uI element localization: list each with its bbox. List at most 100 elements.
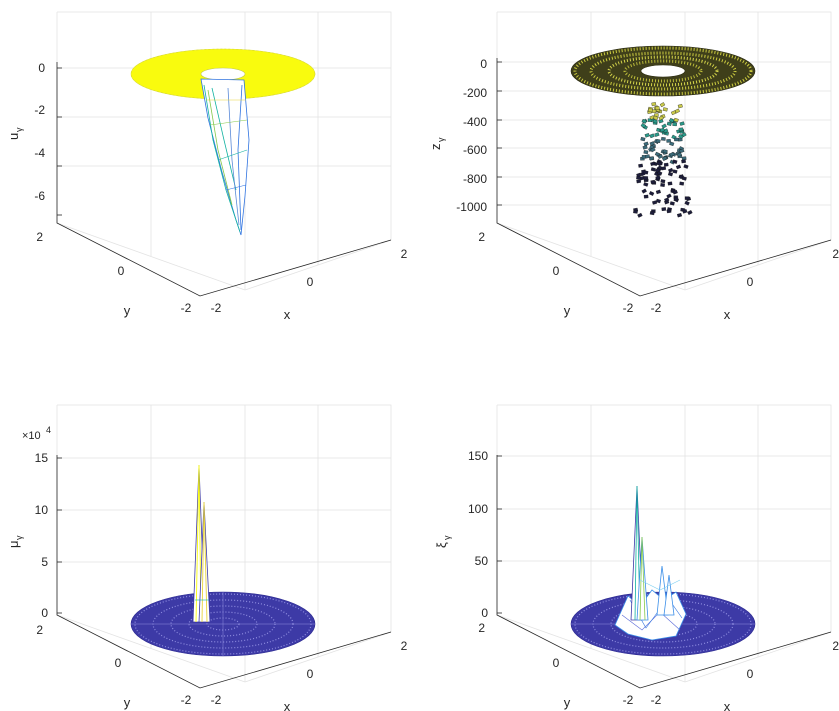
scatter-point (648, 108, 653, 113)
panel-xi-grid (496, 404, 832, 683)
panel-u-xtick-1: 0 (307, 275, 314, 289)
panel-mu-ytick-0: 2 (36, 623, 43, 637)
scatter-point (670, 110, 677, 116)
panel-mu-axis (56, 455, 392, 689)
scatter-point (660, 179, 666, 184)
panel-mu-ztick-1: 10 (35, 503, 49, 517)
scatter-point (661, 137, 666, 141)
panel-u-zlabel: u γ (6, 127, 24, 140)
scatter-point (642, 145, 648, 150)
scatter-point (657, 170, 663, 176)
panel-z-ztick-5: -1000 (456, 200, 487, 214)
scatter-point (669, 117, 675, 123)
panel-z-ytick-1: 0 (553, 264, 560, 278)
panel-u-zticks: 0 -2 -4 -6 (34, 61, 62, 216)
panel-mu-ytick-1: 0 (115, 656, 122, 670)
scatter-point (664, 197, 670, 203)
panel-u-ytick-2: -2 (181, 301, 192, 315)
scatter-point (649, 211, 655, 216)
scatter-point (649, 133, 655, 139)
panel-z-zlabel-main: z (428, 144, 443, 151)
panel-mu-ztick-3: 0 (41, 606, 48, 620)
scatter-point (649, 156, 655, 161)
scatter-point (648, 191, 655, 196)
panel-u-zlabel-sub: γ (14, 127, 24, 132)
scatter-point (676, 152, 683, 158)
scatter-point (681, 156, 687, 161)
panel-mu-multiplier-exp: 4 (46, 425, 51, 435)
scatter-point (655, 198, 661, 204)
panel-xi-spike-4 (663, 574, 675, 616)
scatter-point (654, 132, 660, 137)
scatter-point (666, 193, 672, 199)
panel-z-xtick-2: 2 (832, 247, 839, 261)
scatter-point (669, 141, 675, 147)
scatter-point (641, 118, 647, 124)
panel-xi-spikes (614, 485, 687, 641)
scatter-point (654, 106, 660, 111)
panel-z-xtick-0: -2 (651, 301, 662, 315)
scatter-point (644, 133, 650, 138)
panel-xi-zticks: 150 100 50 0 (468, 449, 502, 620)
panel-z-xticks: -2 0 2 (651, 247, 839, 315)
scatter-point (681, 159, 686, 164)
panel-xi-zlabel-main: ξ (434, 542, 449, 548)
scatter-point (675, 164, 682, 170)
panel-z-ytick-2: -2 (623, 301, 634, 315)
panel-xi-spike-2 (636, 536, 649, 621)
panel-z-ztick-2: -400 (463, 115, 487, 129)
scatter-point (656, 161, 662, 166)
scatter-point (684, 200, 690, 206)
panel-z-xtick-1: 0 (747, 275, 754, 289)
panel-xi-ztick-0: 150 (468, 449, 488, 463)
panel-xi-ytick-2: -2 (623, 693, 634, 707)
scatter-point (650, 147, 656, 153)
scatter-point (645, 154, 650, 159)
scatter-point (643, 141, 649, 147)
scatter-point (651, 109, 657, 113)
panel-z-ytick-0: 2 (478, 230, 485, 244)
scatter-point (655, 189, 661, 195)
panel-mu-xtick-0: -2 (211, 693, 222, 707)
panel-xi-ztick-2: 50 (475, 554, 489, 568)
panel-u-ztick-0: 0 (38, 61, 45, 75)
panel-xi-xtick-2: 2 (832, 639, 839, 653)
panel-u-ztick-3: -6 (34, 189, 45, 203)
scatter-point (674, 137, 679, 142)
panel-z-ring (570, 45, 756, 97)
scatter-point (669, 151, 675, 157)
panel-mu-multiplier: ×10 4 (22, 425, 51, 442)
panel-mu-zlabel-main: μ (6, 541, 21, 549)
panel-mu-zlabel: μ γ (6, 535, 24, 548)
panel-xi: 150 100 50 0 2 0 -2 -2 0 2 x y ξ γ (434, 404, 839, 711)
scatter-point (654, 171, 660, 177)
panel-xi-ylabel: y (564, 695, 571, 710)
panel-z-xlabel: x (724, 307, 731, 322)
panel-mu-ztick-2: 5 (41, 555, 48, 569)
scatter-point (672, 169, 678, 174)
panel-mu-multiplier-base: ×10 (22, 430, 41, 442)
scatter-point (667, 171, 674, 177)
panel-u-ztick-2: -4 (34, 146, 45, 160)
panel-mu-xticks: -2 0 2 (211, 639, 408, 707)
panel-u-yticks: 2 0 -2 (36, 230, 191, 315)
panel-u-ylabel: y (124, 303, 131, 318)
panel-z-ylabel: y (564, 303, 571, 318)
panel-z-points (633, 102, 693, 218)
scatter-point (679, 148, 685, 154)
scatter-point (662, 149, 668, 154)
panel-xi-xtick-0: -2 (651, 693, 662, 707)
scatter-point (666, 139, 671, 143)
panel-u-zlabel-main: u (6, 133, 21, 140)
scatter-point (661, 166, 667, 171)
panel-xi-yticks: 2 0 -2 (478, 621, 633, 707)
scatter-point (640, 123, 647, 129)
scatter-point (637, 212, 643, 218)
scatter-point (643, 150, 649, 155)
panel-mu: 15 10 5 0 ×10 4 2 0 -2 -2 0 2 x y μ γ (6, 404, 408, 711)
panel-z-zlabel: z γ (428, 137, 446, 150)
scatter-point (654, 151, 661, 157)
panel-u-xtick-2: 2 (401, 247, 408, 261)
scatter-point (673, 117, 679, 123)
